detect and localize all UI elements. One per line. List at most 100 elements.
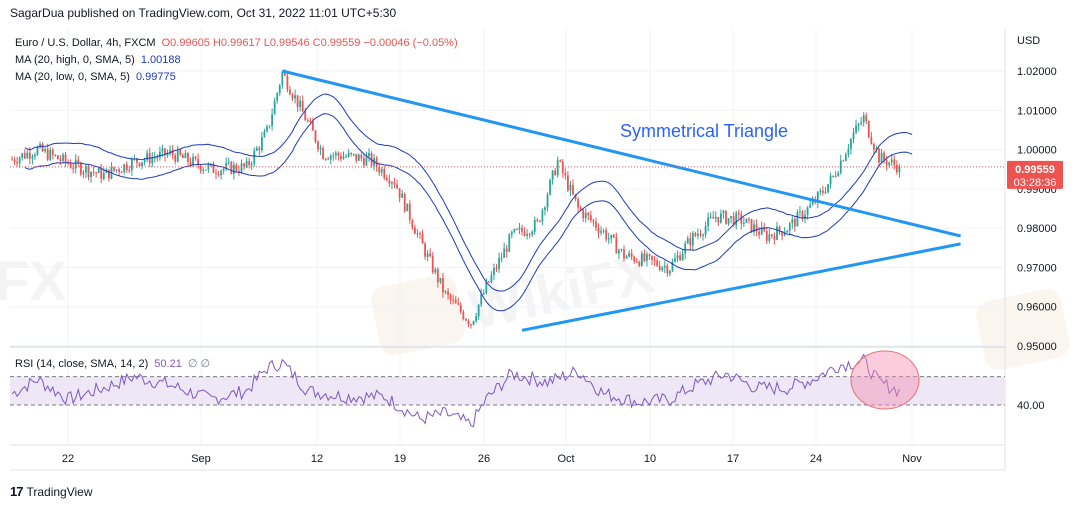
candle-body	[230, 162, 233, 174]
candle-body	[291, 94, 294, 99]
candle-body	[90, 171, 92, 177]
candle-body	[340, 155, 342, 160]
candle-body	[832, 175, 834, 177]
candle-body	[559, 160, 562, 162]
candle-body	[141, 162, 143, 166]
candle-body	[153, 157, 156, 159]
candle-body	[314, 130, 317, 142]
candle-body	[592, 220, 595, 222]
time-axis[interactable]: 22 Sep 12 19 26 Oct 10 17 24 Nov	[10, 444, 1005, 471]
candle-body	[801, 211, 804, 219]
candlestick-series	[11, 69, 901, 329]
candle-body	[844, 154, 847, 161]
candle-body	[852, 132, 855, 140]
candle-body	[796, 212, 799, 227]
candle-body	[694, 233, 697, 236]
candle-body	[895, 164, 898, 173]
candle-body	[834, 175, 837, 177]
candle-body	[220, 170, 222, 176]
candle-body	[806, 207, 809, 215]
candle-body	[862, 115, 865, 123]
candle-body	[640, 253, 643, 266]
candle-body	[526, 233, 528, 236]
candle-body	[72, 167, 75, 169]
rsi-line	[11, 353, 900, 428]
candle-body	[102, 172, 105, 180]
candle-body	[607, 238, 610, 240]
candle-body	[523, 231, 526, 236]
candle-body	[493, 267, 495, 275]
candle-body	[462, 311, 465, 320]
candle-body	[786, 230, 789, 233]
candle-body	[521, 227, 523, 232]
candle-body	[564, 173, 567, 176]
candle-body	[408, 203, 411, 221]
candle-body	[235, 164, 238, 171]
publisher-header: SagarDua published on TradingView.com, O…	[10, 6, 397, 20]
candle-body	[760, 227, 763, 235]
candle-body	[725, 211, 727, 224]
candle-body	[778, 226, 781, 232]
candle-body	[54, 154, 57, 156]
candle-body	[332, 155, 335, 157]
candle-body	[26, 152, 29, 159]
candle-body	[248, 160, 251, 166]
candle-body	[388, 180, 391, 184]
legend-ma-high-row: MA (20, high, 0, SMA, 5) 1.00188	[15, 54, 181, 66]
candle-body	[541, 209, 544, 222]
rsi-highlight-ellipse	[850, 350, 920, 410]
candle-body	[151, 157, 154, 164]
candle-body	[403, 193, 406, 212]
price-axis-title: USD	[1017, 35, 1040, 47]
candle-body	[184, 153, 187, 159]
candle-body	[702, 234, 704, 236]
candle-body	[689, 238, 692, 246]
candle-body	[742, 222, 745, 224]
candle-body	[442, 277, 444, 293]
candle-body	[709, 216, 712, 218]
candle-body	[23, 153, 26, 159]
candle-body	[753, 224, 755, 233]
legend-symbol: Euro / U.S. Dollar, 4h, FXCM	[15, 37, 156, 49]
candle-body	[490, 274, 493, 283]
candle-body	[722, 211, 725, 214]
candle-body	[276, 93, 279, 101]
candle-body	[197, 158, 200, 166]
candle-body	[115, 169, 118, 171]
candle-body	[755, 224, 758, 232]
candle-body	[227, 162, 230, 164]
candle-body	[429, 253, 432, 257]
candle-body	[449, 294, 452, 300]
triangle-upper-trendline	[281, 69, 961, 238]
candle-body	[347, 152, 350, 157]
candle-body	[352, 153, 355, 155]
candle-body	[712, 216, 715, 219]
rsi-legend-extra: ∅ ∅	[188, 358, 210, 370]
candle-body	[671, 261, 674, 271]
candle-body	[842, 160, 845, 162]
candle-body	[204, 169, 207, 171]
candle-body	[867, 121, 870, 138]
candle-body	[312, 121, 314, 131]
candle-body	[714, 216, 717, 219]
candle-body	[577, 199, 579, 208]
candle-body	[79, 163, 82, 175]
candle-body	[827, 184, 829, 193]
candle-body	[510, 232, 513, 235]
candle-body	[600, 231, 602, 233]
candle-body	[850, 139, 852, 149]
candle-body	[597, 227, 600, 233]
candle-body	[727, 218, 730, 224]
candle-body	[505, 248, 508, 252]
candle-body	[11, 159, 13, 161]
footer-brand[interactable]: 17 TradingView	[10, 484, 93, 499]
candle-body	[51, 149, 54, 155]
candle-body	[737, 212, 740, 215]
candle-body	[245, 160, 248, 167]
candle-body	[64, 154, 67, 162]
candle-body	[893, 159, 896, 165]
candle-body	[396, 184, 398, 189]
candle-body	[679, 255, 681, 261]
candle-body	[393, 182, 396, 185]
candle-body	[781, 231, 783, 236]
